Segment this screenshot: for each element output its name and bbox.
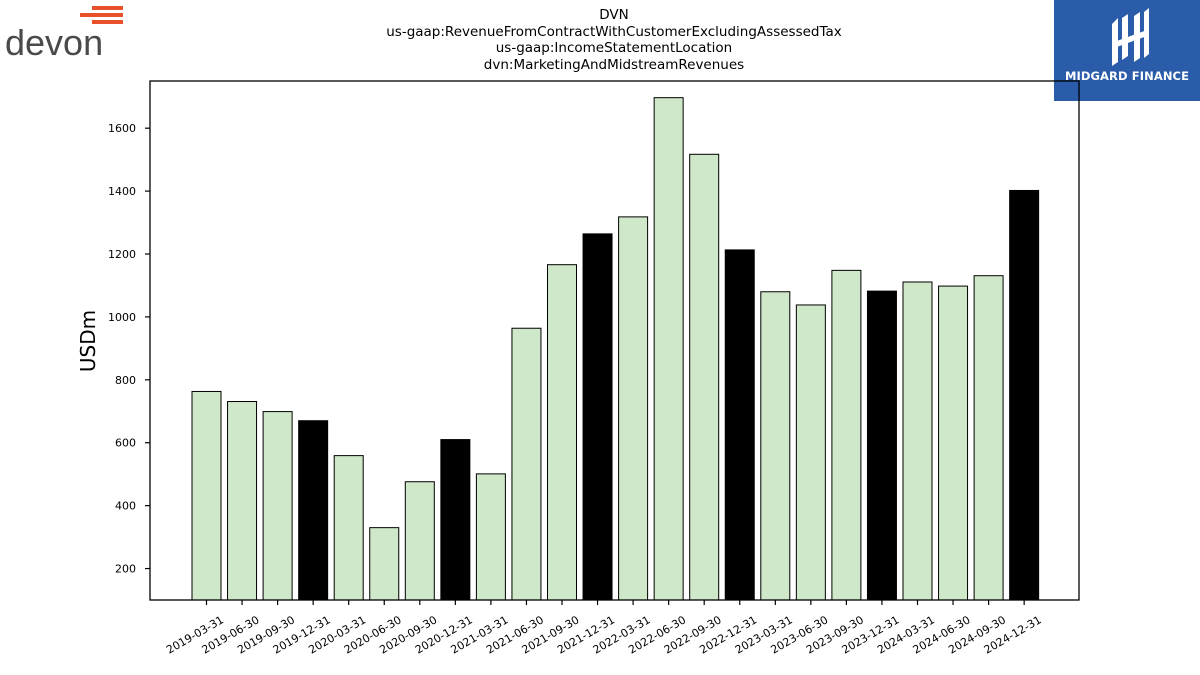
- bar: [866, 290, 897, 601]
- bar: [582, 233, 613, 601]
- bar: [547, 264, 577, 601]
- chart-title-line: dvn:MarketingAndMidstreamRevenues: [483, 56, 745, 73]
- bar: [724, 249, 755, 601]
- y-tick-label: 800: [115, 374, 136, 387]
- midgard-finance-logo: MIDGARD FINANCE: [1054, 0, 1200, 101]
- plot-frame: [149, 80, 1080, 601]
- bar: [618, 216, 649, 601]
- bar: [1009, 189, 1040, 601]
- bar: [298, 420, 329, 601]
- y-tick-label: 600: [115, 437, 136, 450]
- bar: [831, 269, 862, 601]
- chart-title-line: us-gaap:IncomeStatementLocation: [495, 40, 733, 56]
- bar: [333, 455, 364, 601]
- bar: [369, 527, 400, 601]
- chart-title-block: DVN us-gaap:RevenueFromContractWithCusto…: [364, 7, 864, 73]
- y-tick-label: 200: [115, 563, 136, 576]
- devon-logo: devon: [5, 6, 123, 63]
- chart-title-line: DVN: [599, 7, 629, 23]
- y-axis-label: USDm: [76, 310, 100, 372]
- devon-logo-stripe: [92, 20, 123, 24]
- y-tick-label: 1200: [108, 248, 136, 261]
- bar: [262, 411, 293, 601]
- chart-title-line: us-gaap:RevenueFromContractWithCustomerE…: [386, 23, 842, 40]
- bar: [511, 327, 542, 601]
- bar: [404, 481, 435, 601]
- bar: [689, 153, 720, 601]
- midgard-wordmark: MIDGARD FINANCE: [1064, 69, 1190, 83]
- bar: [653, 97, 684, 601]
- bar: [973, 275, 1004, 601]
- devon-wordmark: devon: [5, 22, 103, 63]
- bar: [227, 401, 258, 601]
- bar: [938, 285, 969, 601]
- y-tick-label: 1600: [108, 122, 136, 135]
- bar: [760, 291, 791, 601]
- midgard-emblem-icon: [1112, 8, 1149, 66]
- bar: [440, 439, 471, 601]
- y-tick-label: 1000: [108, 311, 136, 324]
- bar: [191, 390, 222, 601]
- bar: [902, 281, 933, 601]
- devon-logo-stripe: [92, 6, 123, 10]
- y-tick-label: 400: [115, 500, 136, 513]
- bar: [795, 304, 826, 601]
- y-tick-label: 1400: [108, 185, 136, 198]
- devon-logo-stripe: [80, 13, 123, 17]
- bar: [475, 473, 506, 601]
